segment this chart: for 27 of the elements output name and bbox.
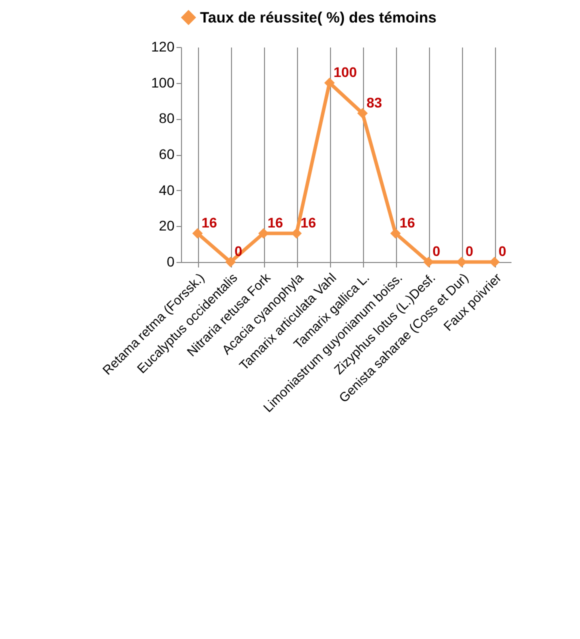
data-label: 0 bbox=[498, 243, 506, 259]
data-label: 0 bbox=[432, 243, 440, 259]
data-label: 83 bbox=[366, 94, 382, 110]
y-tick-label: 0 bbox=[166, 254, 175, 270]
point bbox=[357, 108, 368, 119]
y-tick-label: 40 bbox=[158, 182, 175, 198]
data-label: 16 bbox=[202, 214, 218, 230]
point bbox=[225, 256, 236, 268]
point bbox=[258, 228, 269, 239]
point bbox=[291, 228, 302, 239]
data-label: 16 bbox=[300, 214, 316, 230]
point bbox=[456, 256, 467, 268]
point bbox=[489, 256, 500, 268]
data-label: 16 bbox=[400, 214, 416, 230]
y-tick-label: 60 bbox=[158, 146, 175, 162]
y-tick-label: 20 bbox=[158, 218, 175, 234]
point bbox=[192, 228, 203, 239]
data-label: 100 bbox=[334, 64, 358, 80]
data-label: 0 bbox=[466, 243, 474, 259]
data-label: 16 bbox=[268, 214, 284, 230]
y-tick-label: 100 bbox=[151, 74, 175, 90]
point bbox=[324, 78, 335, 88]
point bbox=[390, 228, 401, 239]
point bbox=[423, 256, 434, 268]
y-tick-label: 120 bbox=[151, 38, 175, 54]
y-tick-label: 80 bbox=[158, 110, 175, 126]
legend-label: Taux de réussite( %) des témoins bbox=[200, 10, 436, 26]
